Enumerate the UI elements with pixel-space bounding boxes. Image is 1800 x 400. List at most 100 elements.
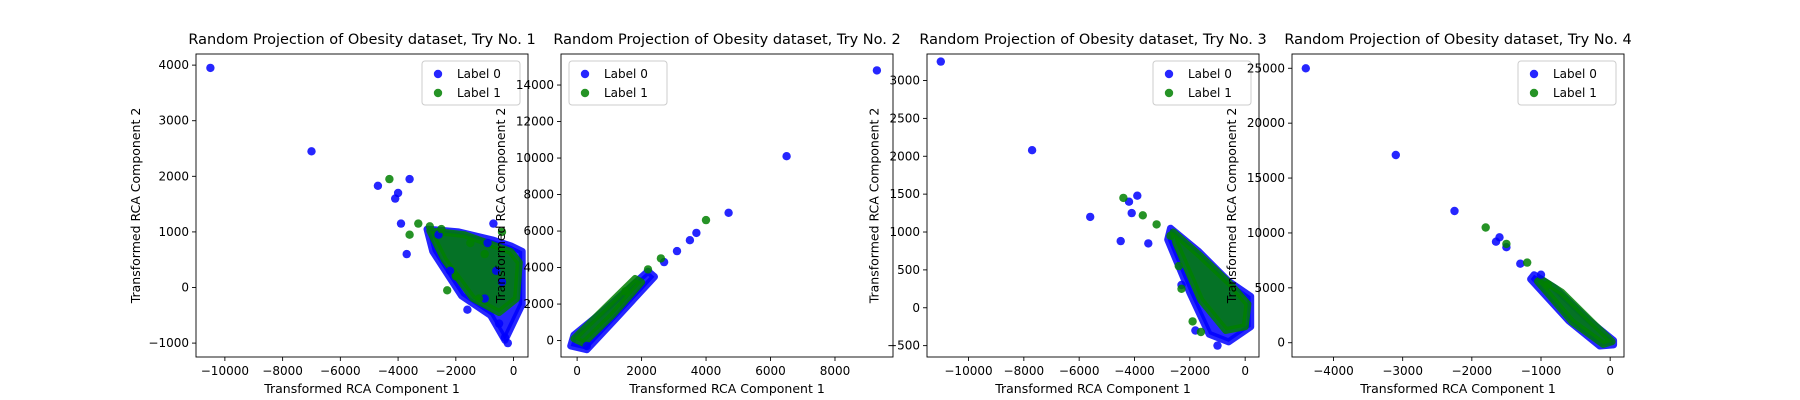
- point-s0-5: [405, 174, 414, 184]
- point-s0-1: [1391, 150, 1401, 160]
- x-tick-label: −10000: [201, 364, 249, 378]
- y-axis-label: Transformed RCA Component 2: [867, 108, 882, 305]
- point-s0-2: [373, 181, 383, 190]
- chart-4: −4000 −3000 −2000 −1000 0 0 5000 10000 15000 2000…: [1224, 32, 1632, 396]
- point-s0-15: [503, 338, 512, 348]
- x-tick-label: −10000: [944, 364, 992, 378]
- y-tick-label: 0: [1277, 336, 1285, 350]
- cluster-2: [570, 275, 646, 347]
- point-s0-7: [402, 249, 411, 259]
- point-s1-3: [437, 224, 446, 234]
- point-s0-9: [445, 266, 455, 275]
- x-tick-label: −2000: [436, 364, 477, 378]
- legend-marker: [433, 69, 443, 79]
- y-tick-label: 20000: [1247, 116, 1285, 130]
- point-s1-10: [497, 227, 507, 237]
- chart-title: Random Projection of Obesity dataset, Tr…: [553, 32, 900, 48]
- legend-marker: [1529, 69, 1539, 79]
- x-tick-label: −8000: [1004, 364, 1045, 378]
- x-tick-label: 4000: [691, 364, 722, 378]
- x-axis-label: Transformed RCA Component 1: [994, 381, 1191, 396]
- point-s0-7: [1536, 270, 1546, 279]
- legend-marker: [580, 69, 590, 79]
- legend-box: [1517, 60, 1617, 106]
- x-tick-label: −4000: [1313, 364, 1354, 378]
- y-tick-label: 0: [912, 301, 920, 315]
- legend: Label 0 Label 1: [1152, 60, 1252, 106]
- point-s1-2: [1152, 220, 1161, 229]
- point-s1-3: [1502, 239, 1511, 249]
- point-s0-5: [1127, 208, 1136, 218]
- point-s0-5: [672, 246, 682, 256]
- y-tick-label: 0: [181, 281, 189, 295]
- legend-entry: Label 1: [1553, 86, 1597, 100]
- plot-area: [936, 57, 1255, 350]
- point-s1-6: [1196, 327, 1206, 337]
- y-tick-label: 1500: [889, 187, 920, 201]
- chart-1: −10000 −8000 −6000 −4000 −2000 0−100001000200…: [128, 32, 536, 396]
- point-s1-0: [1481, 223, 1490, 232]
- point-s1-1: [1138, 211, 1148, 220]
- point-s1-7: [1166, 231, 1175, 240]
- axes-frame: [926, 53, 1260, 358]
- y-tick-label: 3000: [889, 74, 920, 88]
- x-tick-label: 0: [573, 364, 581, 378]
- point-s1-2: [1543, 280, 1553, 289]
- legend-entry: Label 0: [457, 67, 501, 81]
- y-axis-label: Transformed RCA Component 2: [1224, 108, 1239, 305]
- legend-box: [1152, 60, 1252, 106]
- y-tick-label: 25000: [1247, 61, 1285, 75]
- legend-entry: Label 0: [1188, 67, 1232, 81]
- y-tick-label: 0: [546, 334, 554, 348]
- legend-entry: Label 1: [604, 86, 648, 100]
- y-tick-label: 15000: [1247, 171, 1285, 185]
- y-tick-label: −500: [887, 339, 920, 353]
- x-tick-label: 0: [1241, 364, 1249, 378]
- x-tick-label: −1000: [1521, 364, 1562, 378]
- point-s0-2: [1086, 212, 1095, 222]
- y-tick-label: −1000: [148, 336, 189, 350]
- point-s1-5: [451, 272, 460, 281]
- point-s0-13: [494, 319, 504, 328]
- point-s1-8: [480, 249, 489, 259]
- point-s1-1: [1523, 258, 1532, 267]
- y-tick-label: 2000: [889, 149, 920, 163]
- legend-entry: Label 0: [604, 67, 648, 81]
- point-s0-7: [1116, 236, 1125, 246]
- point-s0-11: [483, 238, 492, 248]
- point-s1-0: [1119, 193, 1128, 203]
- point-s1-1: [656, 254, 666, 263]
- y-tick-label: 2000: [523, 297, 554, 311]
- axes-frame: [1291, 53, 1625, 358]
- x-axis-label: Transformed RCA Component 1: [628, 381, 825, 396]
- point-s1-1: [414, 219, 423, 228]
- y-tick-label: 8000: [523, 188, 554, 202]
- point-s0-3: [692, 228, 701, 238]
- legend-marker: [1529, 88, 1539, 98]
- point-s1-0: [385, 174, 394, 184]
- point-s0-0: [872, 66, 882, 75]
- y-tick-label: 4000: [523, 261, 554, 275]
- x-tick-label: −2000: [1170, 364, 1211, 378]
- x-tick-label: −4000: [1114, 364, 1155, 378]
- legend-entry: Label 0: [1553, 67, 1597, 81]
- point-s0-12: [489, 219, 498, 228]
- point-s0-18: [480, 294, 489, 303]
- point-s1-2: [425, 222, 434, 231]
- point-s1-3: [621, 287, 630, 296]
- y-tick-label: 3000: [158, 114, 189, 128]
- point-s1-4: [1177, 284, 1186, 293]
- point-s0-0: [206, 63, 215, 73]
- axes-frame: [195, 53, 529, 358]
- x-tick-label: 2000: [626, 364, 657, 378]
- point-s0-10: [463, 305, 472, 314]
- point-s1-5: [1188, 317, 1197, 326]
- y-tick-label: 500: [897, 263, 920, 277]
- x-tick-label: −6000: [1059, 364, 1100, 378]
- chart-title: Random Projection of Obesity dataset, Tr…: [1284, 32, 1631, 48]
- point-s0-0: [1301, 64, 1311, 73]
- y-tick-label: 10000: [516, 151, 554, 165]
- point-s0-6: [1144, 239, 1153, 248]
- legend-entry: Label 1: [457, 86, 501, 100]
